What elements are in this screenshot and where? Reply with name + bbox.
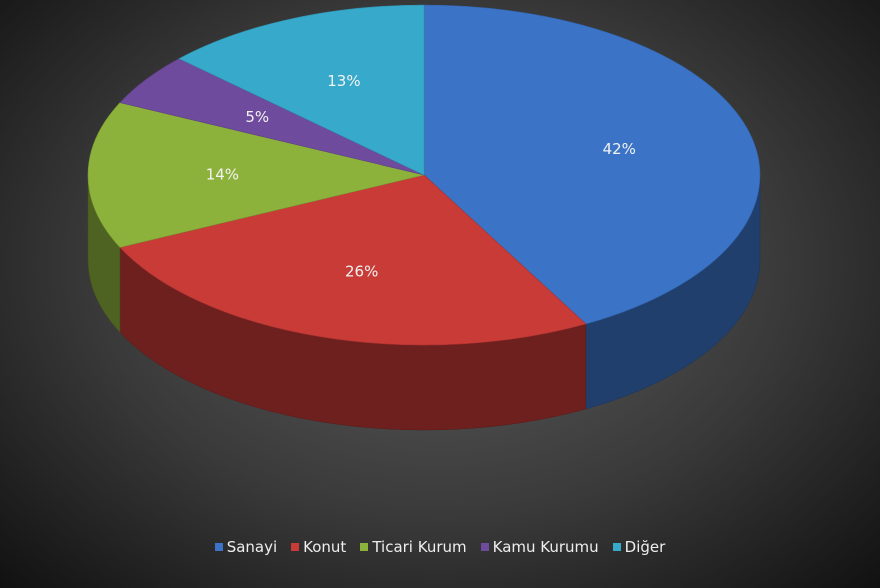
data-label: 5% <box>245 108 269 126</box>
legend-swatch <box>291 543 300 551</box>
pie-slice <box>119 174 587 346</box>
legend: Sanayi Konut Ticari Kurum Kamu Kurumu Diğer <box>0 538 880 556</box>
legend-item: Kamu Kurumu <box>480 538 599 556</box>
data-label: 13% <box>327 72 360 90</box>
data-label: 14% <box>206 166 239 184</box>
pie-slice <box>178 4 425 176</box>
legend-swatch <box>214 543 223 551</box>
legend-item: Ticari Kurum <box>360 538 467 556</box>
legend-label: Diğer <box>624 538 666 556</box>
legend-label: Ticari Kurum <box>372 538 467 556</box>
legend-label: Konut <box>303 538 347 556</box>
legend-item: Diğer <box>612 538 666 556</box>
pie-slice <box>87 102 425 248</box>
data-label: 26% <box>345 263 378 281</box>
legend-label: Kamu Kurumu <box>492 538 599 556</box>
legend-swatch <box>612 543 621 551</box>
legend-label: Sanayi <box>226 538 278 556</box>
data-label: 42% <box>603 140 636 158</box>
legend-item: Sanayi <box>214 538 278 556</box>
pie-slice <box>423 4 761 325</box>
legend-swatch <box>480 543 489 551</box>
legend-item: Konut <box>291 538 346 556</box>
legend-swatch <box>360 543 369 551</box>
